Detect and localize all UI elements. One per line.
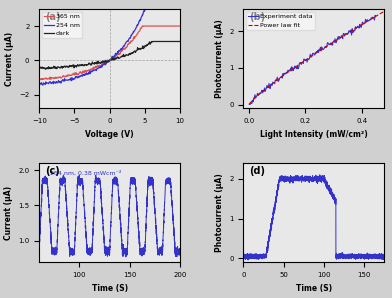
- Legend: Experiment data, Power law fit: Experiment data, Power law fit: [247, 12, 315, 30]
- X-axis label: Light Intensity (mW/cm²): Light Intensity (mW/cm²): [260, 130, 368, 139]
- Y-axis label: Photocurrent (μA): Photocurrent (μA): [214, 19, 223, 98]
- Text: 254 nm, 0.38 mWcm⁻²: 254 nm, 0.38 mWcm⁻²: [51, 171, 122, 176]
- Text: (d): (d): [249, 166, 265, 176]
- Y-axis label: Current (μA): Current (μA): [5, 32, 14, 86]
- X-axis label: Time (S): Time (S): [92, 283, 128, 293]
- Legend: 365 nm, 254 nm, dark: 365 nm, 254 nm, dark: [42, 12, 82, 38]
- X-axis label: Voltage (V): Voltage (V): [85, 130, 134, 139]
- Y-axis label: Current (μA): Current (μA): [4, 186, 13, 240]
- Text: (c): (c): [45, 166, 60, 176]
- Y-axis label: Photocurrent (μA): Photocurrent (μA): [214, 173, 223, 252]
- Text: (b): (b): [249, 12, 265, 22]
- Text: (a): (a): [45, 12, 60, 22]
- X-axis label: Time (S): Time (S): [296, 283, 332, 293]
